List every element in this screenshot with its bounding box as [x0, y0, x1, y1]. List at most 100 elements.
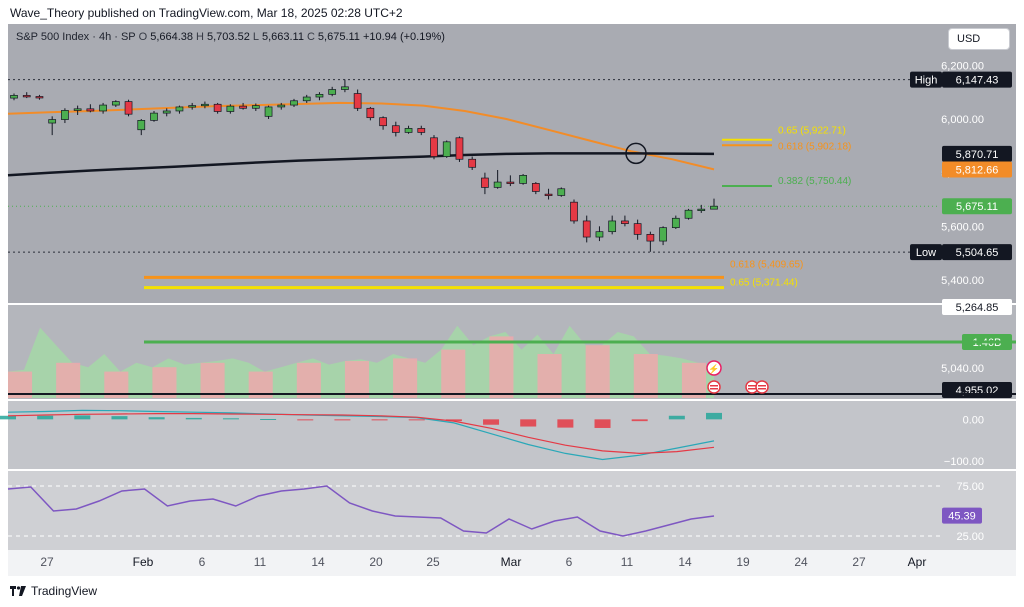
candle-body	[710, 205, 718, 210]
candle-body	[22, 95, 31, 98]
candle-body	[341, 86, 349, 90]
candle-body	[531, 183, 540, 192]
currency-button[interactable]: USD	[948, 28, 1010, 50]
time-axis-tick: 27	[40, 555, 54, 569]
ema-200-line	[7, 152, 715, 177]
time-axis-tick: 6	[566, 555, 573, 569]
price-label-tag	[942, 145, 1012, 162]
candle-body	[570, 201, 578, 222]
fib-label: 0.65 (5,371.44)	[730, 278, 798, 289]
candle-body	[61, 110, 69, 120]
volume-down-band	[393, 358, 418, 398]
candle-body	[35, 96, 44, 99]
cross-marker-circle	[625, 142, 647, 165]
candle-body	[290, 100, 298, 106]
macd-histogram-bar	[74, 415, 91, 420]
candle-body	[379, 117, 387, 127]
price-label-value: 5,812.66	[956, 164, 999, 176]
close-key: C	[306, 31, 315, 43]
candle-body	[481, 177, 489, 188]
price-axis-tick: 6,000.00	[941, 114, 984, 126]
volume-down-band	[633, 354, 658, 398]
time-axis-tick: 20	[369, 555, 383, 569]
fib-label: 0.618 (5,409.65)	[730, 259, 803, 270]
candle-body	[239, 105, 247, 109]
rsi-value: 45.39	[948, 511, 976, 523]
tradingview-logo-icon	[10, 586, 26, 596]
rsi-value-tag	[942, 507, 982, 524]
price-label-name-tag	[910, 71, 942, 88]
price-axis-tick: 5,400.00	[941, 275, 984, 287]
candle-body	[557, 188, 566, 196]
brand-label: TradingView	[31, 584, 98, 598]
candle-body	[595, 231, 604, 238]
rsi-axis-tick: 25.00	[956, 531, 984, 543]
flag-stripe	[758, 385, 766, 387]
candle-body	[99, 104, 107, 112]
rsi-axis-tick: 75.00	[956, 481, 984, 493]
candle-body	[633, 223, 642, 235]
macd-histogram-bar	[37, 415, 54, 420]
macd-histogram-bar	[334, 419, 351, 421]
change-value: +10.94 (+0.19%)	[362, 31, 445, 43]
volume-down-band	[489, 336, 514, 398]
price-axis-tick: 5,600.00	[941, 221, 984, 233]
price-label-value: 6,147.43	[956, 75, 999, 87]
time-axis-tick: 24	[794, 555, 808, 569]
rsi-pane-bg	[8, 470, 1016, 550]
macd-histogram-bar	[483, 419, 500, 425]
volume-down-band	[152, 367, 177, 398]
time-axis-tick: 27	[852, 555, 866, 569]
us-flag-event-icon	[707, 380, 721, 394]
candle-body	[162, 110, 171, 114]
open-key: O	[138, 31, 148, 43]
candle-body	[671, 217, 680, 229]
fib-label: 0.618 (5,902.18)	[778, 141, 851, 152]
price-label-value: 5,675.11	[956, 201, 998, 213]
price-label-name-tag	[910, 244, 942, 261]
candle-body	[430, 137, 438, 157]
macd-histogram-bar	[111, 416, 128, 420]
macd-histogram-bar	[557, 419, 574, 428]
volume-down-band	[585, 345, 610, 398]
macd-histogram-bar	[631, 419, 648, 422]
ohlc-legend: S&P 500 Index · 4h · SP O 5,664.38 H 5,703…	[16, 31, 445, 43]
candle-body	[188, 105, 197, 108]
open-value: 5,664.38	[150, 31, 194, 43]
volume-down-band	[537, 354, 562, 398]
macd-histogram-bar	[222, 418, 239, 420]
price-label-tag	[942, 161, 1012, 178]
price-label-value: 4,955.02	[956, 385, 999, 397]
candle-body	[111, 101, 120, 106]
macd-histogram-bar	[520, 419, 537, 427]
high-key: H	[196, 31, 204, 43]
candle-body	[251, 105, 260, 109]
flag-stripe	[748, 385, 756, 387]
lightning-event-icon	[706, 360, 722, 376]
time-axis-tick: Feb	[133, 555, 154, 569]
candle-body	[366, 107, 375, 119]
candle-body	[442, 141, 451, 157]
high-value: 5,703.52	[207, 31, 250, 43]
price-axis-tick: 6,200.00	[941, 60, 984, 72]
time-axis-tick: 11	[621, 555, 634, 569]
macd-histogram-bar	[0, 415, 16, 420]
price-label-tag	[942, 198, 1012, 215]
close-value: 5,675.11	[317, 31, 360, 43]
macd-histogram-bar	[668, 415, 685, 420]
macd-line	[7, 409, 715, 461]
footer-brand[interactable]: TradingView	[10, 584, 97, 598]
candle-body	[404, 128, 413, 133]
time-axis-tick: 14	[678, 555, 692, 569]
candle-body	[493, 181, 502, 188]
price-pane-bg	[8, 24, 1016, 304]
candle-body	[226, 105, 235, 112]
price-label-tag	[942, 71, 1012, 88]
candle-body	[277, 104, 286, 108]
price-axis-tick: 5,040.00	[941, 363, 984, 375]
time-axis-tick: Apr	[908, 555, 927, 569]
candle-body	[582, 220, 591, 238]
macd-histogram-bar	[148, 417, 165, 420]
rsi-line	[7, 485, 715, 537]
